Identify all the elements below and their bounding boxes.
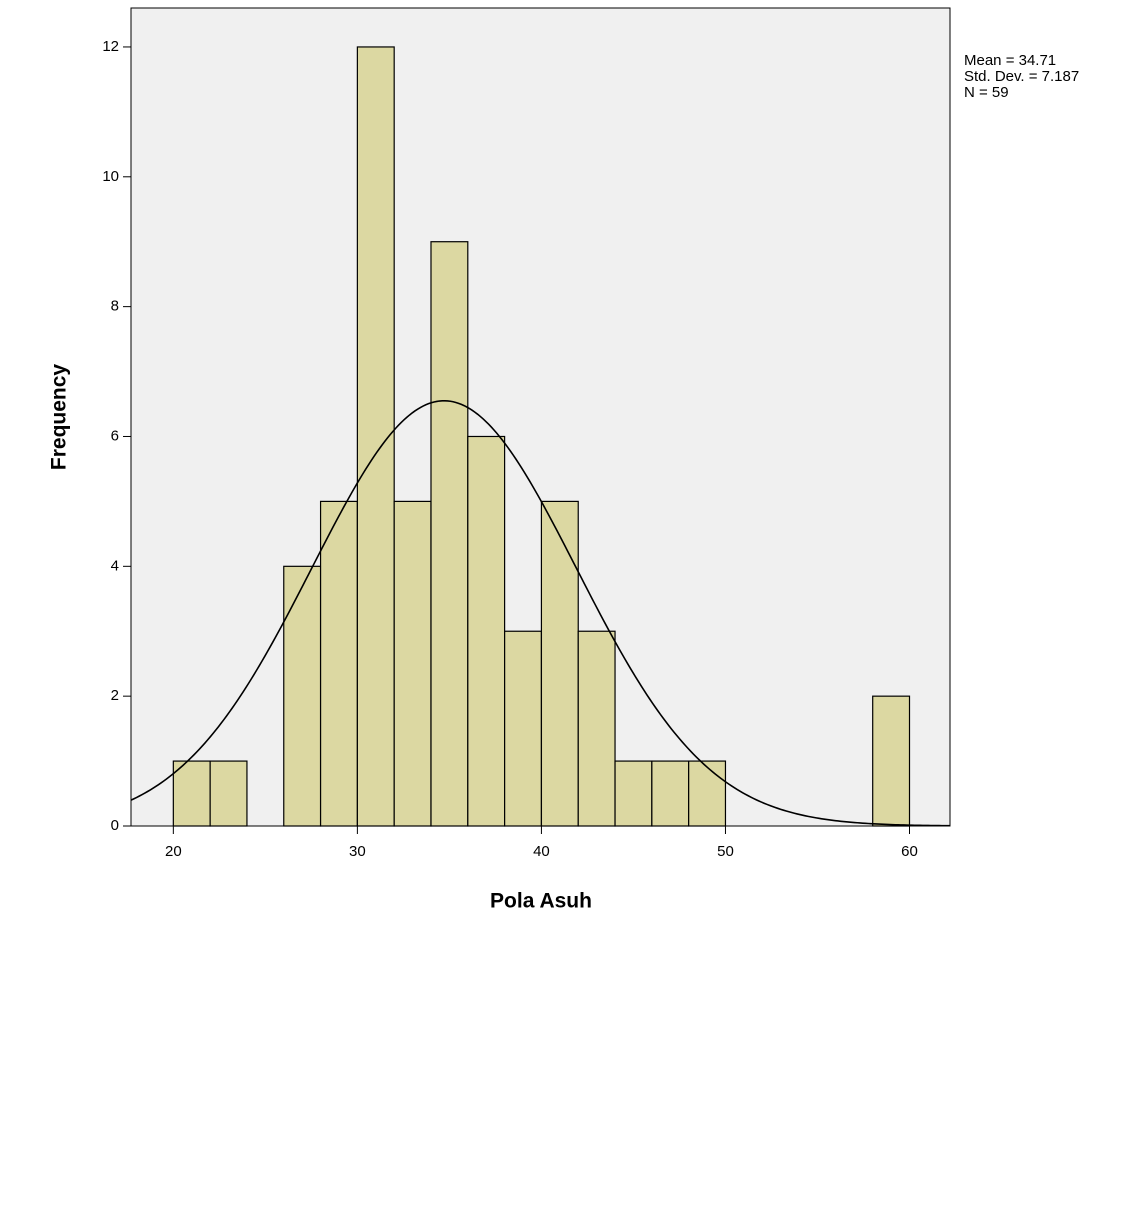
x-tick-label: 60 <box>901 843 918 860</box>
bar <box>578 631 615 826</box>
y-tick-label: 8 <box>111 298 119 315</box>
bar <box>541 501 578 826</box>
y-axis-title: Frequency <box>48 364 71 471</box>
bar <box>321 501 358 826</box>
stat-label: N = 59 <box>964 84 1009 101</box>
stat-label: Mean = 34.71 <box>964 52 1056 69</box>
y-tick-label: 2 <box>111 687 119 704</box>
chart: Pola Asuh Frequency 0 2 4 6 8 10 12 20 30 40 50 60 M… <box>0 0 1142 1218</box>
bar <box>615 761 652 826</box>
y-tick-label: 0 <box>111 817 119 834</box>
x-tick-label: 20 <box>165 843 182 860</box>
bar <box>468 436 505 826</box>
y-tick-label: 10 <box>102 168 119 185</box>
x-tick-label: 50 <box>717 843 734 860</box>
y-tick-label: 12 <box>102 38 119 55</box>
bar <box>173 761 210 826</box>
bar <box>210 761 247 826</box>
stat-label: Std. Dev. = 7.187 <box>964 68 1079 85</box>
bar <box>505 631 542 826</box>
bar <box>394 501 431 826</box>
x-tick-label: 40 <box>533 843 550 860</box>
x-axis-title: Pola Asuh <box>490 890 592 913</box>
bar <box>652 761 689 826</box>
bar <box>284 566 321 826</box>
bar <box>873 696 910 826</box>
bar <box>689 761 726 826</box>
bar <box>431 242 468 826</box>
x-tick-label: 30 <box>349 843 366 860</box>
y-tick-label: 4 <box>111 557 119 574</box>
y-tick-label: 6 <box>111 427 119 444</box>
